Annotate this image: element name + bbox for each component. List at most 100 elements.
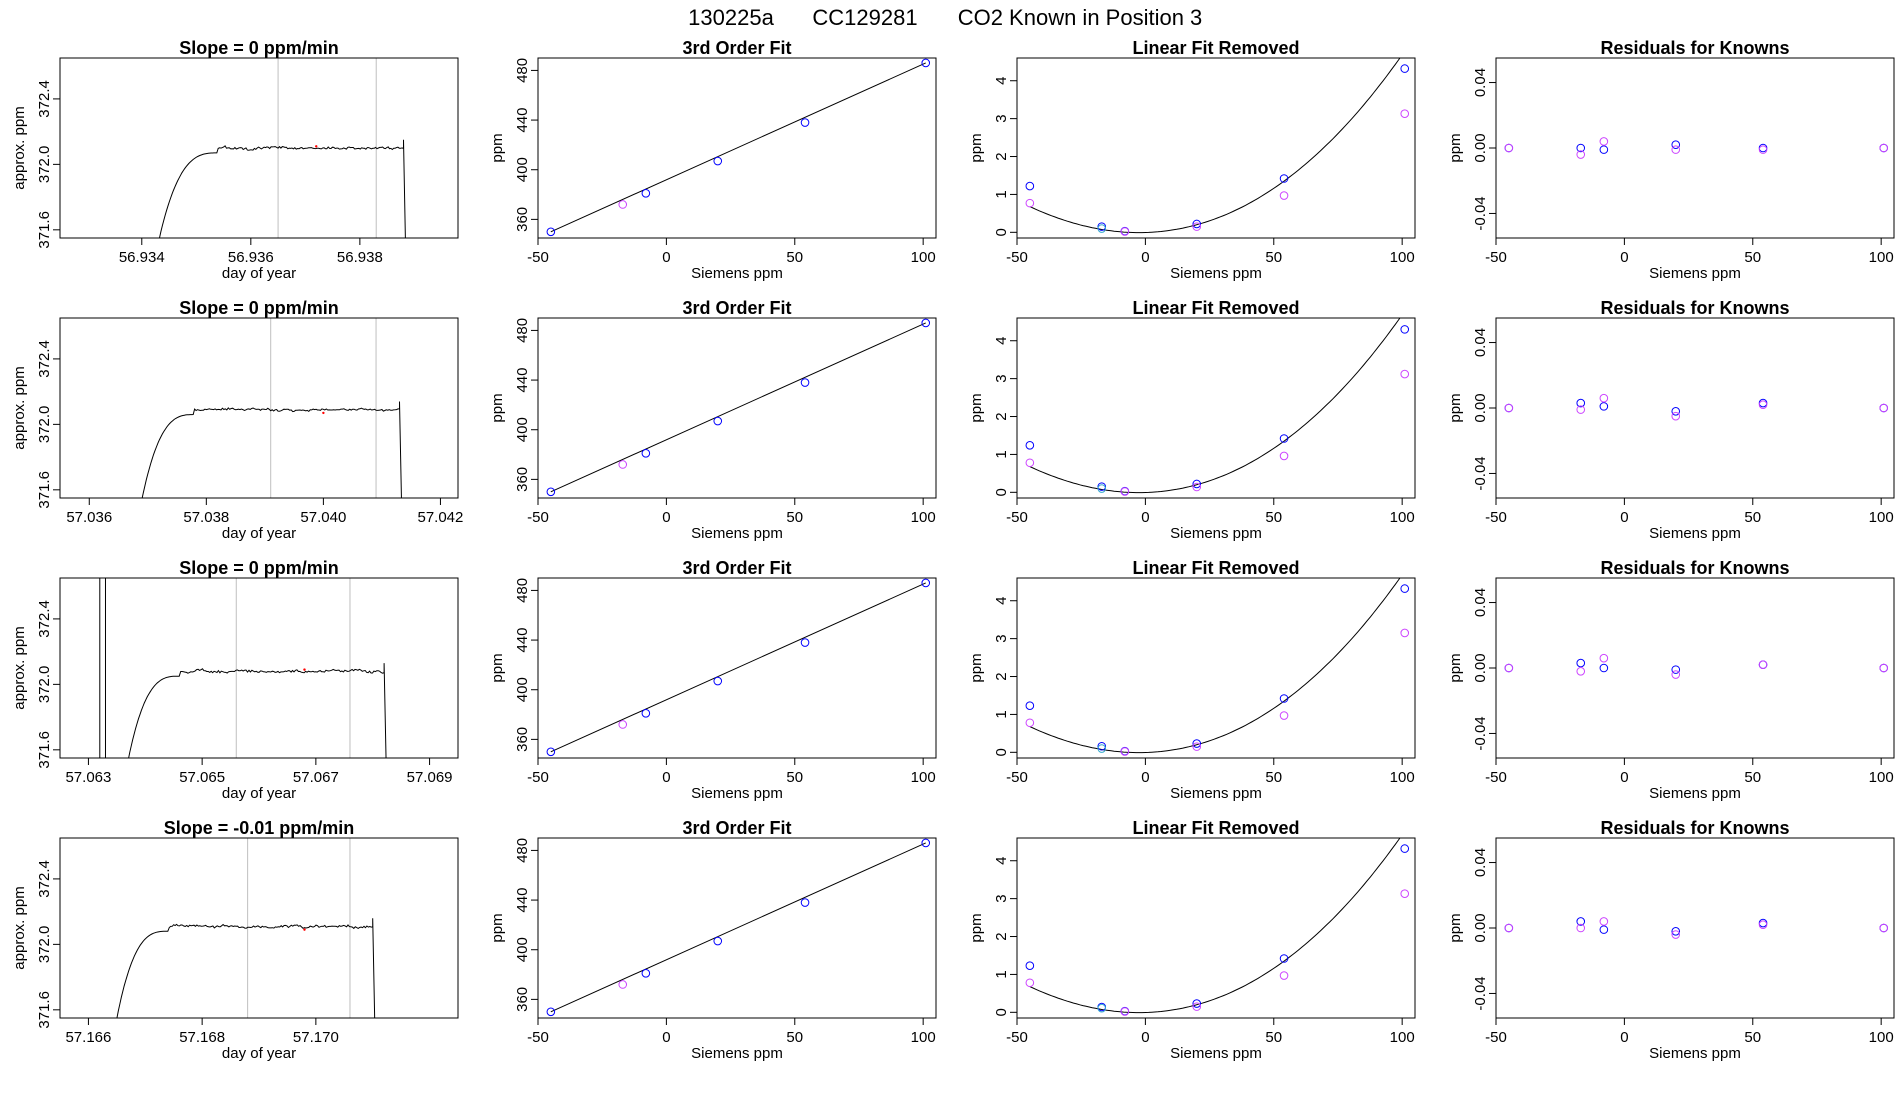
data-point-2 xyxy=(618,460,628,469)
plot-frame xyxy=(1495,317,1895,499)
fit-line xyxy=(550,62,926,233)
x-axis-label: Siemens ppm xyxy=(691,525,783,542)
plot-area xyxy=(1025,58,1410,236)
x-tick-label-4: 100 xyxy=(1390,1029,1415,1046)
data-point-3 xyxy=(1576,398,1586,408)
x-tick-label-3: 50 xyxy=(1744,509,1761,526)
plot-area xyxy=(546,578,931,757)
y-axis-label: approx. ppm xyxy=(11,366,28,449)
y-axis-label: ppm xyxy=(1447,393,1464,422)
x-tick-label-2: 56.936 xyxy=(228,249,274,266)
x-tick-label-2: 57.168 xyxy=(179,1029,225,1046)
plot-area xyxy=(158,58,406,238)
x-tick-label-2: 0 xyxy=(1620,509,1628,526)
plot-area xyxy=(546,838,931,1017)
data-point-6 xyxy=(1599,393,1609,403)
y-tick-label-1: 360 xyxy=(514,987,531,1012)
data-point-6 xyxy=(921,58,931,68)
data-point-4 xyxy=(1097,1003,1107,1013)
y-tick-label-1: -0.04 xyxy=(1472,716,1489,750)
x-axis-label: day of year xyxy=(222,525,296,542)
y-tick-label-2: 372.0 xyxy=(36,666,53,704)
x-tick-label-3: 50 xyxy=(1744,249,1761,266)
data-point-6 xyxy=(921,578,931,588)
data-point-6 xyxy=(1120,1007,1130,1016)
data-point-1 xyxy=(1025,181,1035,191)
data-point-11 xyxy=(1400,325,1410,334)
panel-r1-c1: Slope = 0 ppm/min 56.934 56.936 56.938 371.6… xyxy=(11,38,459,282)
x-axis-label: day of year xyxy=(222,265,296,282)
y-tick-label-2: 1 xyxy=(993,190,1010,198)
data-point-10 xyxy=(1279,971,1289,980)
plot-area xyxy=(141,318,402,498)
x-tick-label-1: -50 xyxy=(527,249,549,266)
data-point-1 xyxy=(1025,961,1035,971)
panel-title: Residuals for Knowns xyxy=(1600,558,1789,578)
x-tick-label-3: 50 xyxy=(786,509,803,526)
y-tick-label-1: -0.04 xyxy=(1472,976,1489,1010)
x-axis-label: Siemens ppm xyxy=(1170,265,1262,282)
x-tick-label-3: 50 xyxy=(1265,509,1282,526)
x-tick-label-2: 0 xyxy=(1141,769,1149,786)
data-point-4 xyxy=(713,156,723,166)
panel-title: Linear Fit Removed xyxy=(1132,38,1299,58)
data-point-1 xyxy=(546,1007,556,1017)
plot-frame xyxy=(537,57,937,239)
data-point-1 xyxy=(546,487,556,497)
data-point-12 xyxy=(1400,889,1410,899)
plot-frame xyxy=(59,837,459,1019)
x-axis-label: Siemens ppm xyxy=(1649,265,1741,282)
data-point-4 xyxy=(713,676,723,686)
panel-title: Slope = 0 ppm/min xyxy=(179,38,339,58)
data-point-10 xyxy=(1279,711,1289,720)
data-trace xyxy=(158,139,406,238)
data-point-6 xyxy=(1599,917,1609,926)
y-tick-label-3: 372.4 xyxy=(36,860,53,898)
x-axis-label: Siemens ppm xyxy=(1649,1045,1741,1062)
y-tick-label-4: 3 xyxy=(993,894,1010,902)
panel-r2-c4: Residuals for Knowns -50 0 50 100 -0.04 0.00 0.… xyxy=(1447,298,1895,542)
data-point-3 xyxy=(1576,917,1586,926)
x-tick-label-2: 0 xyxy=(662,769,670,786)
y-tick-label-2: 400 xyxy=(514,157,531,182)
x-tick-label-2: 57.065 xyxy=(179,769,225,786)
y-tick-label-2: 400 xyxy=(514,417,531,442)
x-tick-label-2: 0 xyxy=(662,509,670,526)
y-tick-label-2: 400 xyxy=(514,677,531,702)
x-axis-label: Siemens ppm xyxy=(1170,1045,1262,1062)
data-point-10 xyxy=(1758,920,1768,930)
x-tick-label-2: 0 xyxy=(1141,249,1149,266)
plot-frame xyxy=(1016,57,1416,239)
y-tick-label-3: 372.4 xyxy=(36,340,53,378)
y-axis-label: ppm xyxy=(968,913,985,942)
x-tick-label-1: 57.063 xyxy=(65,769,111,786)
data-point-2 xyxy=(1504,663,1514,673)
x-tick-label-1: -50 xyxy=(527,1029,549,1046)
plot-frame xyxy=(537,577,937,759)
x-tick-label-2: 0 xyxy=(662,1029,670,1046)
data-trace xyxy=(128,663,387,758)
y-tick-label-3: 0.04 xyxy=(1472,848,1489,877)
plot-frame xyxy=(1495,577,1895,759)
fit-curve xyxy=(1029,838,1401,1014)
y-tick-label-4: 480 xyxy=(514,578,531,603)
panel-title: Slope = 0 ppm/min xyxy=(179,298,339,318)
plot-area xyxy=(116,838,376,1018)
y-axis-label: ppm xyxy=(489,913,506,942)
y-tick-label-3: 0.04 xyxy=(1472,328,1489,357)
figure-title-description: CO2 Known in Position 3 xyxy=(958,5,1203,30)
data-point-2 xyxy=(618,980,628,989)
data-point-5 xyxy=(1599,402,1609,411)
y-tick-label-2: 372.0 xyxy=(36,926,53,964)
data-point-10 xyxy=(1279,451,1289,461)
plot-area xyxy=(546,318,931,497)
panel-title: Linear Fit Removed xyxy=(1132,298,1299,318)
y-axis-label: approx. ppm xyxy=(11,626,28,709)
y-tick-label-3: 440 xyxy=(514,888,531,913)
x-tick-label-4: 100 xyxy=(911,769,936,786)
x-tick-label-2: 0 xyxy=(1620,249,1628,266)
data-point-2 xyxy=(618,720,628,729)
data-point-7 xyxy=(1192,219,1202,229)
y-tick-label-2: 372.0 xyxy=(36,406,53,444)
data-point-5 xyxy=(800,118,810,127)
